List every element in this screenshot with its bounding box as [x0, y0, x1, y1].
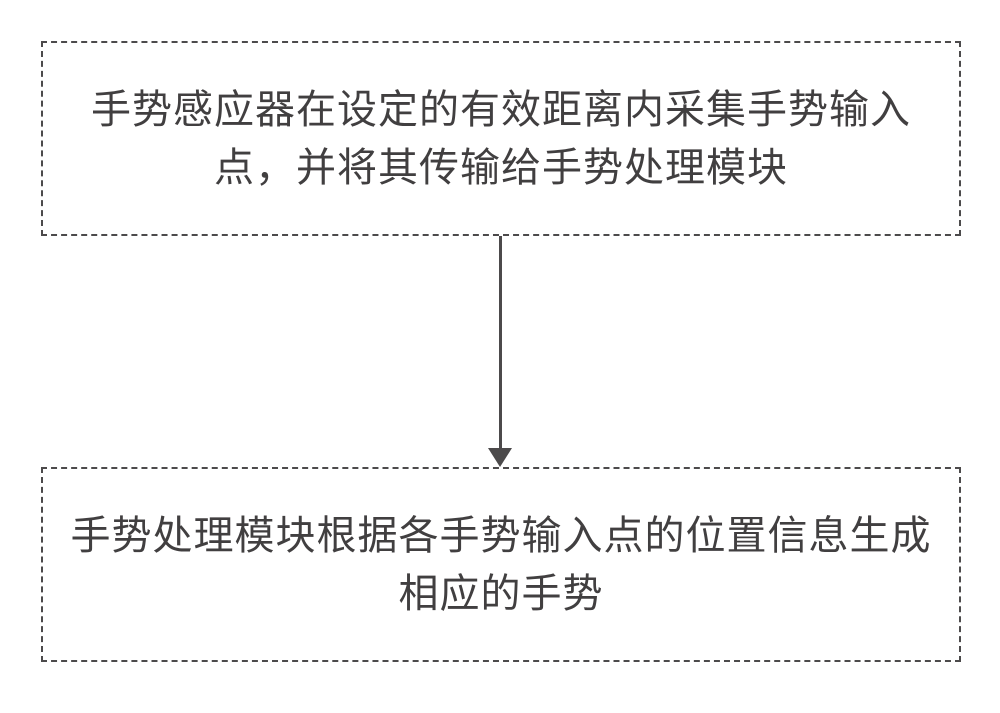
flowchart-canvas: 手势感应器在设定的有效距离内采集手势输入点，并将其传输给手势处理模块 手势处理模…	[0, 0, 1000, 713]
flow-node-2-text: 手势处理模块根据各手势输入点的位置信息生成相应的手势	[43, 507, 959, 623]
flow-node-2: 手势处理模块根据各手势输入点的位置信息生成相应的手势	[41, 467, 961, 662]
edge-n1-n2-arrow	[488, 448, 512, 467]
flow-node-1: 手势感应器在设定的有效距离内采集手势输入点，并将其传输给手势处理模块	[41, 41, 961, 236]
edge-n1-n2-line	[499, 236, 502, 455]
flow-node-1-text: 手势感应器在设定的有效距离内采集手势输入点，并将其传输给手势处理模块	[43, 81, 959, 197]
